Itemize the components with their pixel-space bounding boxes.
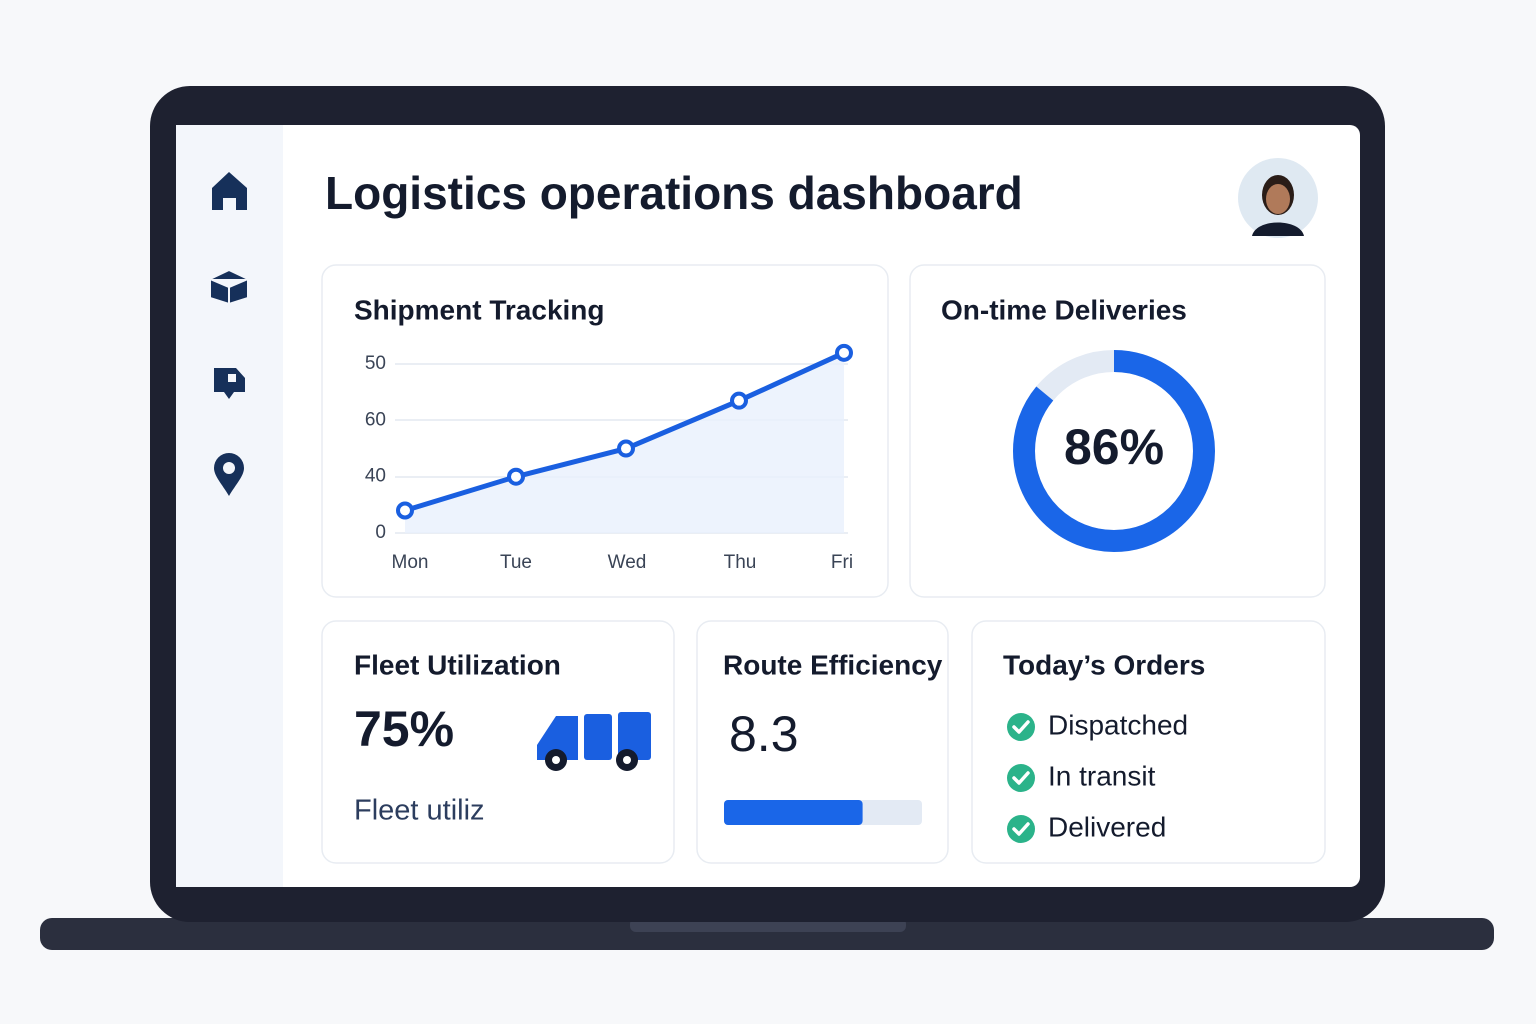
x-tick-label: Tue [500,552,532,573]
donut-value [1013,350,1215,552]
point [835,343,853,362]
x-tick-label: Mon [392,552,429,573]
check-mark [1012,771,1030,785]
y-axis-label: 50 [365,353,386,374]
laptop-base [40,918,1494,950]
check-mark [1012,720,1030,734]
area [405,352,844,533]
truck-icon[interactable] [214,368,245,399]
y-axis-label: 0 [375,522,386,543]
progress-bar [724,800,863,825]
y-axis-label: 60 [365,409,386,430]
location-icon[interactable] [214,453,244,496]
x-tick-label: Fri [831,552,853,573]
donut-label: 86% [1064,419,1164,475]
point [396,501,414,520]
box-icon[interactable] [209,268,249,306]
order-status: Dispatched [1048,709,1188,740]
x-tick-label: Thu [724,552,757,573]
fleet-value: 75% [354,701,454,757]
fleet-caption: Fleet utiliz [354,795,485,827]
order-status: In transit [1048,760,1156,791]
orders-card [971,620,1326,864]
order-status: Delivered [1048,811,1166,842]
sidebar [176,125,283,887]
check-icon [1007,815,1035,843]
avatar-face [1266,184,1290,214]
avatar-body [1252,222,1304,236]
ontime-card [909,264,1326,598]
home-icon[interactable] [212,172,247,210]
point [617,439,635,458]
x-tick-label: Wed [608,552,647,573]
check-icon [1007,713,1035,741]
fleet-truck-icon [537,712,651,771]
check-mark [1012,822,1030,836]
page-title: Logistics operations dashboard [325,167,1023,219]
point [730,391,748,410]
truck-window [228,374,236,382]
card-title: Today’s Orders [1003,649,1205,680]
route-value: 8.3 [729,706,799,762]
y-axis-label: 40 [365,466,386,487]
check-icon [1007,764,1035,792]
point [507,467,525,486]
card-title: On-time Deliveries [941,294,1187,325]
location-dot [223,462,235,474]
fleet-card [321,620,675,864]
card-title: Fleet Utilization [354,649,561,680]
card-title: Route Efficiency [723,649,943,680]
card-title: Shipment Tracking [354,294,605,325]
